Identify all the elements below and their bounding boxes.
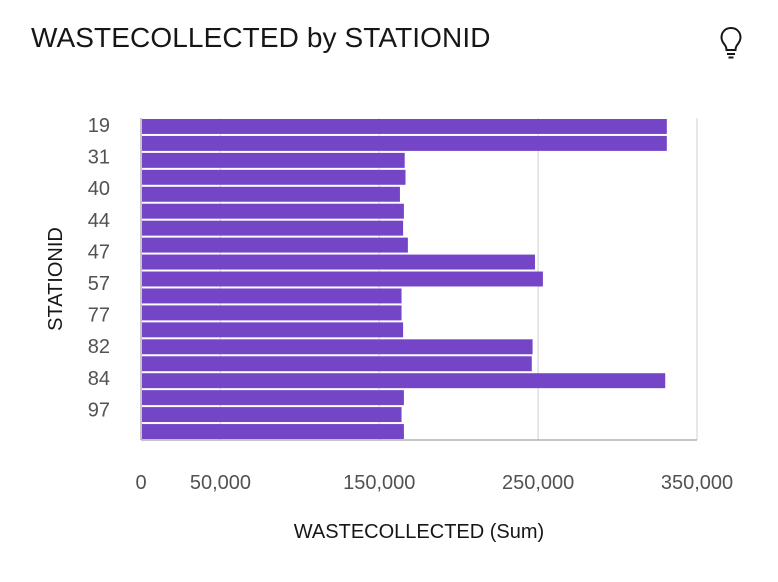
y-tick-label: 40 — [88, 178, 110, 200]
y-tick-label: 44 — [88, 210, 110, 232]
axes — [140, 118, 697, 441]
bar-series — [142, 119, 667, 439]
x-tick-label: 250,000 — [502, 472, 574, 494]
bar[interactable] — [142, 305, 402, 321]
y-axis-title: STATIONID — [45, 227, 67, 331]
bar[interactable] — [142, 339, 533, 355]
bar[interactable] — [142, 119, 667, 134]
lightbulb-icon[interactable] — [716, 25, 746, 59]
bar[interactable] — [142, 288, 402, 304]
y-tick-label: 19 — [88, 115, 110, 137]
chart-title: WASTECOLLECTED by STATIONID — [31, 22, 491, 53]
x-axis-title: WASTECOLLECTED (Sum) — [294, 521, 544, 543]
bar[interactable] — [142, 271, 543, 287]
y-tick-label: 57 — [88, 273, 110, 295]
y-tick-label: 84 — [88, 368, 110, 390]
bar[interactable] — [142, 322, 404, 338]
bar[interactable] — [142, 237, 408, 253]
bar[interactable] — [142, 203, 404, 219]
y-tick-label: 47 — [88, 241, 110, 263]
y-tick-label: 82 — [88, 336, 110, 358]
y-tick-label: 31 — [88, 147, 110, 169]
bar[interactable] — [142, 152, 405, 168]
bar[interactable] — [142, 220, 404, 236]
bar[interactable] — [142, 390, 404, 406]
bar[interactable] — [142, 186, 400, 202]
x-tick-label: 150,000 — [343, 472, 415, 494]
y-tick-label: 97 — [88, 399, 110, 421]
x-tick-label: 350,000 — [661, 472, 733, 494]
bar[interactable] — [142, 135, 667, 151]
x-tick-label: 50,000 — [190, 472, 251, 494]
x-tick-labels: 0 50,000 150,000 250,000 350,000 — [135, 472, 733, 494]
bar[interactable] — [142, 169, 406, 185]
bar[interactable] — [142, 424, 404, 439]
bar[interactable] — [142, 407, 402, 423]
y-tick-label: 77 — [88, 305, 110, 327]
bar[interactable] — [142, 356, 532, 372]
y-tick-labels: 19 31 40 44 47 57 77 82 84 97 — [88, 115, 110, 421]
bar[interactable] — [142, 254, 535, 270]
x-tick-label: 0 — [135, 472, 146, 494]
bar[interactable] — [142, 373, 666, 389]
